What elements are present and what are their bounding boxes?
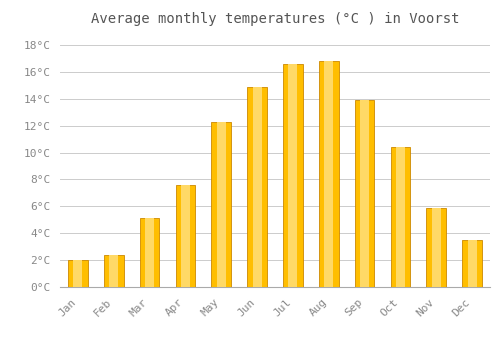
Bar [247,87,267,287]
Bar [426,208,446,287]
Bar [360,100,369,287]
Bar [432,208,440,287]
Bar [396,147,405,287]
Bar [104,255,124,287]
Bar [319,61,338,287]
Bar [74,260,82,287]
Bar [181,185,190,287]
Bar [324,61,333,287]
Bar [283,64,303,287]
Bar [252,87,262,287]
Bar [110,255,118,287]
Bar [145,218,154,287]
Bar [217,121,226,287]
Bar [68,260,88,287]
Bar [176,185,196,287]
Title: Average monthly temperatures (°C ) in Voorst: Average monthly temperatures (°C ) in Vo… [91,12,459,26]
Bar [354,100,374,287]
Bar [462,240,482,287]
Bar [468,240,476,287]
Bar [212,121,231,287]
Bar [390,147,410,287]
Bar [140,218,160,287]
Bar [288,64,298,287]
